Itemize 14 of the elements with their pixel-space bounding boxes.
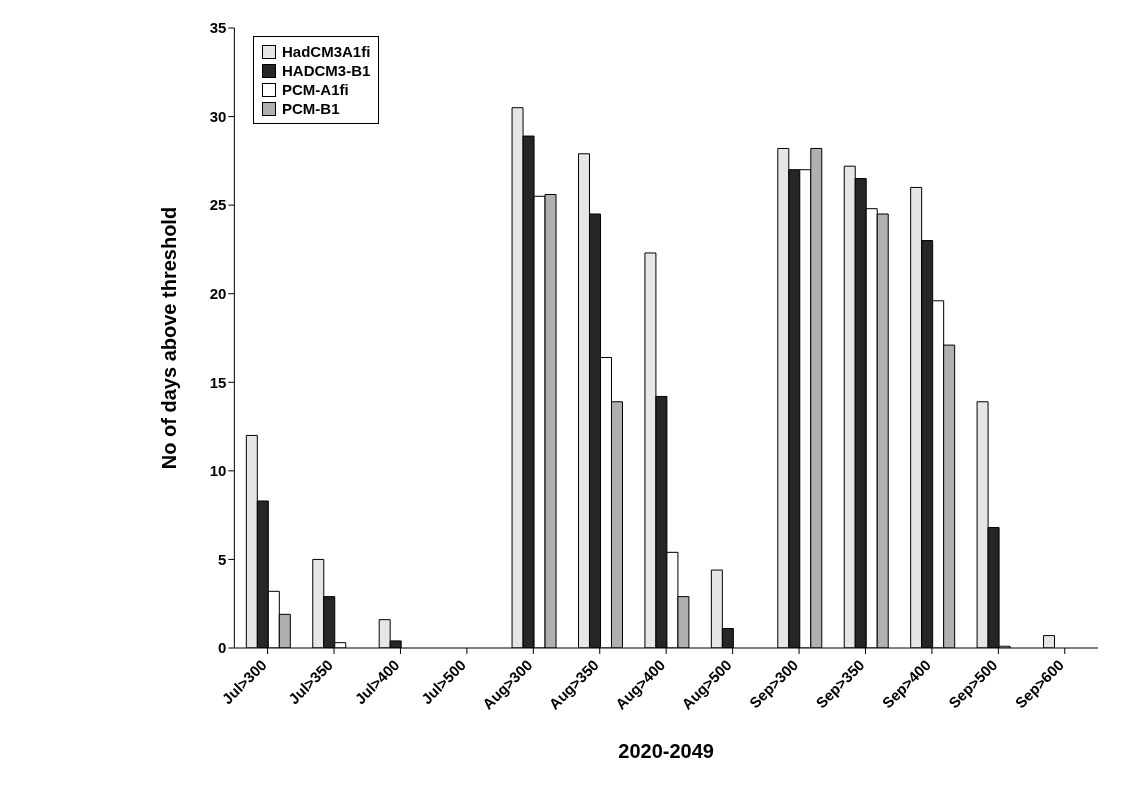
legend-label: PCM-A1fi: [282, 81, 349, 98]
y-tick-label: 30: [209, 107, 227, 125]
legend-label: HADCM3-B1: [282, 62, 371, 79]
y-tick-label: 10: [209, 462, 227, 480]
y-axis-title: No of days above threshold: [158, 206, 181, 470]
y-tick-label: 25: [209, 196, 227, 214]
legend-label: HadCM3A1fi: [282, 43, 371, 60]
legend-label: PCM-B1: [282, 100, 340, 117]
y-tick-label: 35: [209, 19, 227, 37]
x-axis-title: 2020-2049: [618, 740, 715, 762]
y-tick-label: 0: [218, 639, 227, 657]
y-tick-label: 15: [209, 373, 227, 391]
y-tick-label: 5: [218, 550, 227, 568]
y-tick-label: 20: [209, 285, 227, 303]
